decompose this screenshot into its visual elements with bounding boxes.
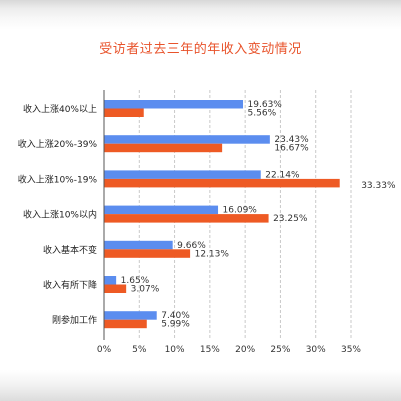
data-label-series1: 23.43% bbox=[274, 135, 309, 145]
category-label: 收入上涨10%以内 bbox=[23, 209, 97, 221]
x-tick-label: 10% bbox=[165, 345, 185, 355]
x-tick-label: 5% bbox=[132, 345, 147, 355]
data-label-series1: 16.09% bbox=[223, 206, 258, 216]
category-label: 刚参加工作 bbox=[52, 314, 97, 326]
x-tick-label: 0% bbox=[97, 345, 112, 355]
category-label: 收入上涨20%-39% bbox=[18, 138, 98, 150]
data-label-series1: 22.14% bbox=[265, 170, 300, 180]
bar-series1 bbox=[104, 170, 261, 179]
data-label-series2: 3.07% bbox=[131, 285, 160, 295]
data-label-series2: 33.33% bbox=[361, 181, 396, 191]
category-label: 收入基本不变 bbox=[43, 244, 97, 256]
x-tick-label: 35% bbox=[341, 345, 361, 355]
data-label-series2: 5.99% bbox=[161, 320, 190, 330]
bar-series2 bbox=[104, 214, 269, 223]
bar-series2 bbox=[104, 108, 144, 117]
bar-series1 bbox=[104, 276, 117, 285]
data-label-series2: 5.56% bbox=[248, 109, 277, 119]
bar-series2 bbox=[104, 178, 340, 188]
bar-series2 bbox=[104, 319, 147, 329]
bar-series2 bbox=[104, 249, 191, 258]
x-tick-label: 15% bbox=[200, 345, 220, 355]
chart-title: 受访者过去三年的年收入变动情况 bbox=[99, 42, 302, 57]
bar-series1 bbox=[104, 135, 270, 144]
bar-series2 bbox=[104, 284, 127, 293]
category-label: 收入有所下降 bbox=[43, 279, 97, 291]
data-label-series1: 9.66% bbox=[177, 241, 206, 251]
data-label-series1: 7.40% bbox=[161, 311, 190, 321]
bar-series1 bbox=[104, 240, 173, 250]
data-label-series2: 12.13% bbox=[195, 249, 230, 259]
data-label-series1: 1.65% bbox=[121, 276, 150, 286]
bar-series1 bbox=[104, 311, 157, 320]
x-tick-label: 30% bbox=[306, 345, 326, 355]
data-label-series2: 16.67% bbox=[274, 144, 309, 154]
x-tick-label: 25% bbox=[270, 345, 290, 355]
bar-series2 bbox=[104, 143, 223, 153]
data-label-series1: 19.63% bbox=[248, 100, 283, 110]
category-label: 收入上涨10%-19% bbox=[18, 173, 98, 185]
x-tick-label: 20% bbox=[235, 345, 255, 355]
category-label: 收入上涨40%以上 bbox=[23, 103, 97, 115]
bar-series1 bbox=[104, 100, 244, 109]
data-label-series2: 23.25% bbox=[273, 214, 308, 224]
bar-series1 bbox=[104, 205, 219, 215]
